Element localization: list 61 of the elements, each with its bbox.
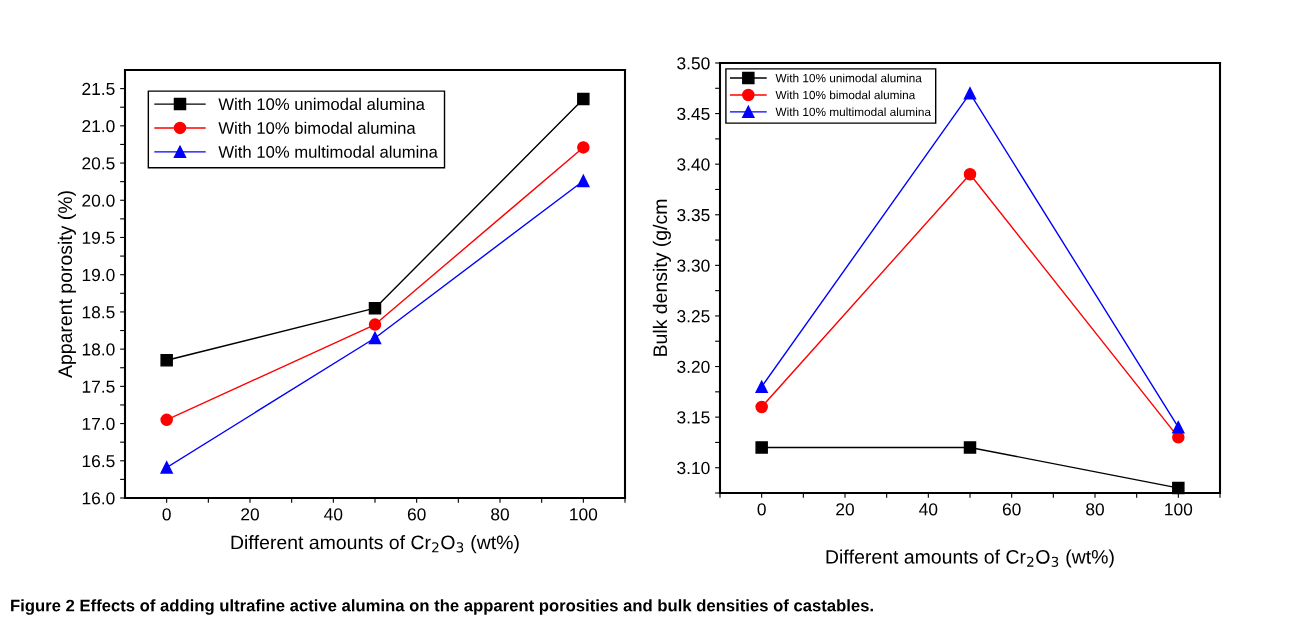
legend-label: With 10% bimodal alumina [775, 90, 916, 100]
y-tick-label: 3.15 [677, 411, 710, 424]
x-tick-label: 60 [407, 508, 426, 521]
x-tick-label: 20 [241, 508, 259, 521]
y-tick-label: 3.20 [677, 360, 710, 373]
legend-label: With 10% unimodal alumina [775, 73, 922, 83]
point [160, 413, 173, 427]
y-tick-label: 3.35 [677, 208, 710, 222]
point [577, 174, 590, 188]
x-tick-label: 40 [324, 508, 343, 521]
y-tick-label: 3.50 [677, 57, 710, 70]
y-tick-label: 21.5 [82, 82, 115, 96]
point [963, 168, 977, 181]
y-tick-label: 16.5 [82, 454, 115, 468]
point [963, 87, 977, 100]
x-axis-title: Different amounts of Cr$_{2}$O$_{3}$ (wt%) [231, 535, 519, 554]
point [1172, 420, 1185, 434]
point [963, 441, 977, 454]
legend-label: With 10% bimodal alumina [218, 121, 416, 134]
y-tick-label: 16.0 [82, 492, 115, 505]
y-tick-label: 19.0 [82, 268, 115, 282]
y-tick-label: 17.5 [82, 380, 115, 393]
legend-label: With 10% multimodal alumina [218, 145, 438, 158]
x-tick-label: 80 [491, 508, 509, 521]
y-tick-label: 3.10 [677, 461, 710, 475]
y-tick-label: 3.30 [677, 259, 710, 272]
x-tick-label: 0 [162, 508, 171, 521]
x-tick-label: 20 [836, 503, 854, 516]
point [160, 461, 173, 474]
y-tick-label: 19.5 [82, 231, 115, 244]
y-tick-label: 17.0 [82, 417, 115, 431]
point [160, 354, 173, 367]
point [577, 92, 590, 106]
point [755, 380, 768, 394]
y-tick-label: 18.5 [82, 306, 115, 319]
x-tick-label: 100 [1165, 503, 1193, 516]
y-tick-label: 3.45 [677, 107, 710, 121]
y-tick-label: 20.5 [82, 157, 115, 170]
point [755, 400, 768, 414]
x-tick-label: 60 [1002, 503, 1021, 516]
legend-label: With 10% multimodal alumina [775, 107, 931, 117]
x-axis-title: Different amounts of Cr$_{2}$O$_{3}$ (wt%) [826, 549, 1114, 568]
y-tick-label: 21.0 [82, 119, 115, 133]
x-tick-label: 80 [1086, 503, 1104, 516]
point [368, 331, 382, 345]
x-tick-label: 100 [570, 508, 598, 521]
point [755, 441, 768, 454]
y-tick-label: 18.0 [82, 343, 115, 356]
point [368, 318, 382, 331]
point [1172, 481, 1185, 495]
y-tick-label: 3.25 [677, 310, 710, 323]
legend-label: With 10% unimodal alumina [218, 97, 425, 111]
point [577, 141, 590, 154]
y-tick-label: 20.0 [82, 194, 115, 207]
caption: Figure 2 Effects of adding ultrafine active alumina on the apparent porosities and bulk densities of castables. [11, 599, 873, 615]
point [368, 301, 382, 315]
y-axis-title: Bulk density (g/cm [652, 199, 671, 356]
y-axis-title: Apparent porosity (%) [57, 191, 76, 378]
y-tick-label: 3.40 [677, 158, 710, 171]
x-tick-label: 40 [919, 503, 938, 516]
x-tick-label: 0 [757, 503, 766, 516]
